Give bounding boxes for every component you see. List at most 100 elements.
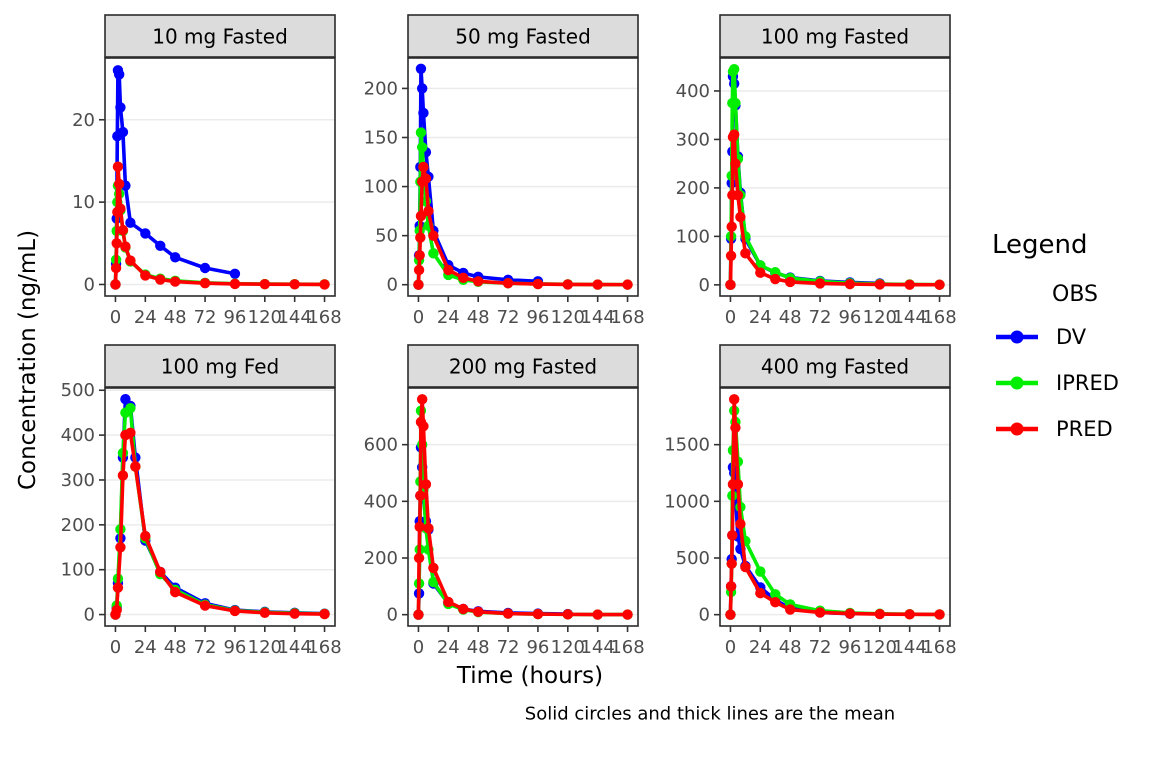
- mean-point-pred: [934, 279, 945, 290]
- x-tick-label: 96: [526, 307, 549, 328]
- mean-point-pred: [814, 278, 826, 289]
- y-tick-label: 100: [364, 177, 398, 198]
- mean-point-pred: [592, 279, 603, 290]
- mean-point-pred: [125, 255, 136, 266]
- x-tick-label: 0: [110, 637, 121, 658]
- mean-point-dv: [155, 240, 166, 251]
- mean-point-pred: [844, 278, 856, 290]
- panel-border: [407, 57, 639, 297]
- mean-point-ipred: [730, 97, 741, 109]
- mean-point-pred: [120, 241, 131, 252]
- x-tick-label: 168: [610, 307, 644, 328]
- mean-point-pred: [740, 248, 751, 259]
- mean-point-pred: [289, 608, 300, 619]
- x-tick-label: 24: [437, 307, 460, 328]
- mean-point-ipred: [428, 576, 439, 588]
- mean-point-pred: [735, 211, 746, 223]
- mean-point-pred: [414, 521, 425, 533]
- mean-point-pred: [140, 270, 151, 281]
- mean-point-pred: [415, 232, 426, 243]
- legend-entry-pred: PRED: [994, 417, 1113, 441]
- panel-border: [104, 57, 336, 297]
- mean-point-pred: [413, 609, 424, 620]
- mean-point-ipred: [125, 402, 136, 414]
- strip-header: [407, 14, 639, 58]
- x-tick-label: 144: [892, 307, 926, 328]
- x-tick-label: 120: [551, 637, 585, 658]
- mean-point-pred: [428, 562, 439, 574]
- mean-point-pred: [169, 586, 181, 598]
- mean-point-dv: [117, 126, 129, 138]
- x-tick-label: 168: [922, 637, 956, 658]
- x-tick-label: 24: [134, 637, 157, 658]
- y-tick-label: 400: [676, 81, 710, 102]
- mean-point-pred: [904, 609, 915, 620]
- x-tick-label: 72: [194, 307, 217, 328]
- strip-title: 50 mg Fasted: [455, 25, 591, 49]
- legend-entry-dv: DV: [994, 325, 1086, 349]
- pred-line-marker-icon: [996, 422, 1038, 436]
- x-tick-label: 144: [580, 637, 614, 658]
- mean-point-pred: [115, 542, 126, 553]
- y-tick-label: 400: [364, 491, 398, 512]
- mean-point-pred: [199, 600, 211, 611]
- y-tick-label: 1500: [664, 435, 710, 456]
- mean-point-pred: [725, 609, 736, 620]
- strip-header: [719, 344, 951, 388]
- strip-header: [104, 14, 336, 58]
- legend-label: IPRED: [1056, 371, 1119, 395]
- mean-point-dv: [415, 63, 427, 74]
- mean-point-dv: [199, 262, 211, 274]
- mean-point-pred: [472, 606, 484, 618]
- mean-point-pred: [414, 250, 425, 261]
- mean-point-pred: [155, 274, 166, 285]
- mean-point-pred: [592, 609, 603, 620]
- caption: Solid circles and thick lines are the me…: [524, 703, 896, 725]
- strip-header: [407, 344, 639, 388]
- legend-title: Legend: [992, 230, 1088, 260]
- mean-point-pred: [319, 608, 330, 620]
- mean-point-pred: [874, 608, 886, 620]
- x-tick-label: 48: [779, 307, 802, 328]
- x-tick-label: 48: [467, 307, 490, 328]
- mean-point-pred: [726, 221, 737, 232]
- mean-point-pred: [199, 278, 211, 289]
- x-tick-label: 24: [437, 637, 460, 658]
- mean-point-pred: [784, 276, 796, 288]
- panel-border: [719, 387, 951, 627]
- mean-point-pred: [113, 178, 125, 190]
- mean-line-pred: [113, 431, 327, 617]
- x-tick-label: 96: [223, 637, 246, 658]
- panel-border: [719, 57, 951, 297]
- mean-point-pred: [111, 604, 122, 616]
- strip-title: 400 mg Fasted: [761, 355, 909, 379]
- mean-point-pred: [110, 279, 121, 290]
- x-tick-label: 96: [526, 637, 549, 658]
- mean-point-pred: [458, 272, 469, 284]
- mean-point-ipred: [728, 63, 740, 75]
- series-pred: [725, 394, 945, 620]
- dv-line-marker-icon: [996, 330, 1038, 344]
- x-tick-label: 72: [497, 637, 520, 658]
- mean-point-pred: [418, 161, 429, 173]
- mean-point-pred: [730, 158, 741, 169]
- mean-point-pred: [740, 561, 751, 573]
- y-tick-label: 1000: [664, 491, 710, 512]
- plot-area: [720, 388, 950, 626]
- mean-point-pred: [532, 278, 544, 290]
- mean-point-pred: [229, 278, 241, 290]
- mean-point-pred: [770, 273, 781, 285]
- x-tick-label: 96: [838, 637, 861, 658]
- mean-point-pred: [289, 279, 300, 290]
- x-tick-label: 120: [863, 637, 897, 658]
- mean-point-pred: [726, 558, 737, 569]
- x-tick-label: 48: [164, 307, 187, 328]
- mean-point-ipred: [415, 127, 427, 138]
- y-tick-label: 100: [61, 560, 95, 581]
- mean-point-pred: [622, 279, 633, 290]
- mean-point-pred: [458, 603, 469, 615]
- legend-label: DV: [1056, 325, 1087, 349]
- mean-point-pred: [755, 267, 766, 278]
